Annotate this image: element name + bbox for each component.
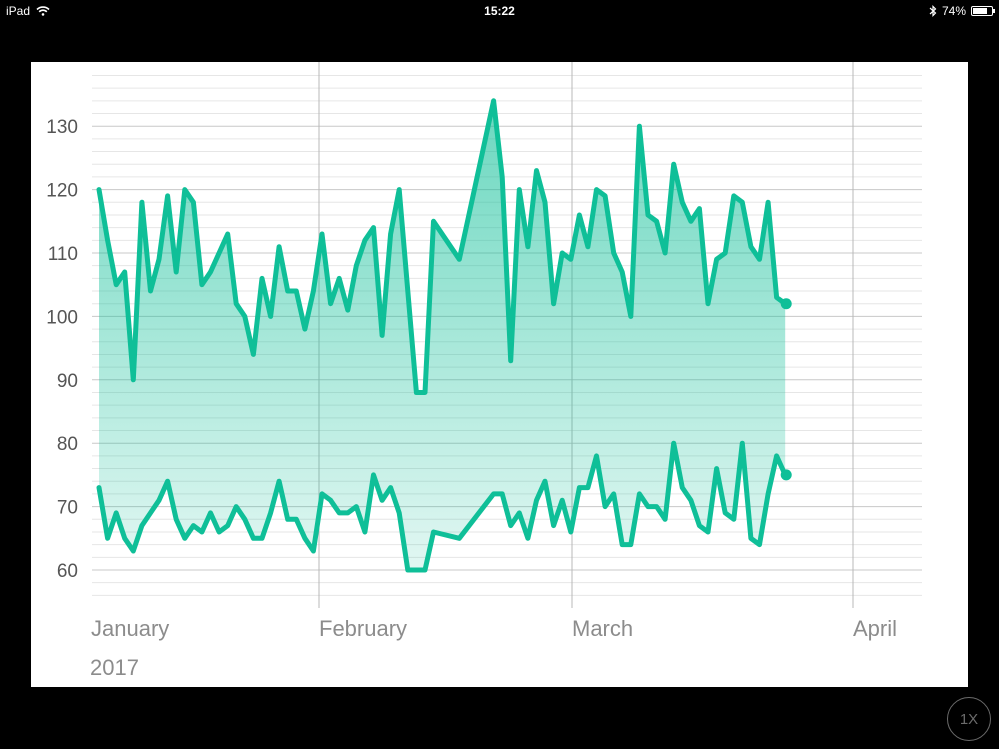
y-axis-labels: 60 70 80 90 100 110 120 130 bbox=[46, 117, 78, 582]
series-low-line bbox=[96, 440, 788, 573]
y-tick-label: 90 bbox=[57, 371, 78, 392]
y-tick-label: 130 bbox=[46, 117, 78, 138]
y-tick-label: 120 bbox=[46, 181, 78, 202]
battery-percent: 74% bbox=[941, 4, 966, 18]
chart-panel: 60 70 80 90 100 110 120 130 January February Marc… bbox=[31, 62, 968, 687]
wifi-icon bbox=[36, 6, 50, 16]
y-tick-label: 70 bbox=[57, 498, 78, 519]
y-tick-label: 60 bbox=[57, 561, 78, 582]
y-tick-label: 80 bbox=[57, 434, 78, 455]
series-high-endpoint bbox=[780, 298, 792, 310]
range-area bbox=[99, 100, 786, 571]
x-tick-label: January bbox=[91, 616, 169, 641]
y-tick-label: 110 bbox=[48, 244, 78, 265]
device-label: iPad bbox=[6, 4, 31, 18]
series-endpoints bbox=[780, 298, 792, 481]
zoom-scale-label: 1X bbox=[959, 710, 979, 728]
x-axis-year-label: 2017 bbox=[90, 655, 139, 680]
chart: 60 70 80 90 100 110 120 130 January February Marc… bbox=[46, 62, 922, 680]
zoom-scale-button[interactable]: 1X bbox=[947, 697, 991, 741]
y-tick-label: 100 bbox=[46, 307, 78, 328]
x-axis-labels: January February March April bbox=[91, 616, 897, 641]
x-tick-label: March bbox=[572, 616, 633, 641]
x-tick-label: February bbox=[319, 616, 407, 641]
status-bar: iPad 15:22 74% bbox=[0, 0, 999, 22]
bluetooth-icon bbox=[929, 5, 937, 17]
x-tick-label: April bbox=[853, 616, 897, 641]
series-low-endpoint bbox=[780, 469, 792, 481]
battery-icon bbox=[971, 6, 995, 16]
clock: 15:22 bbox=[484, 4, 515, 18]
series-high-line bbox=[96, 98, 788, 395]
